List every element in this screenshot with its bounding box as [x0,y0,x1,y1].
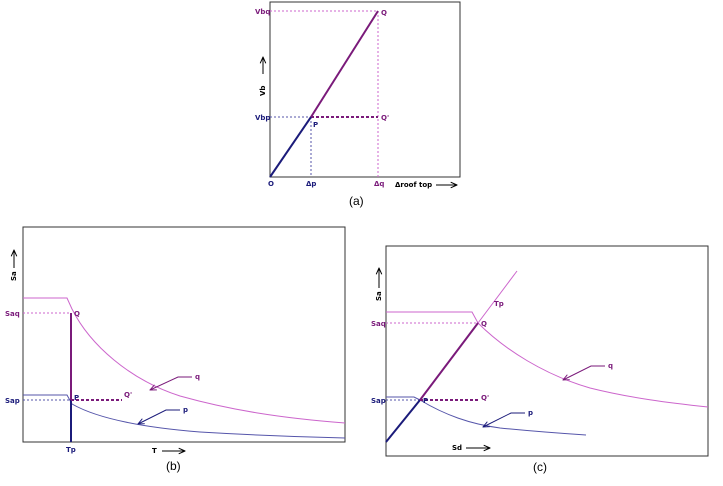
caption-a: (a) [349,194,364,208]
y-axis-label: Vb [259,86,267,96]
tick-dq: Δq [374,180,384,188]
point-q-label: Q [481,320,487,328]
curve-p-label: p [528,409,533,417]
tick-tp: Tp [66,446,76,454]
curve-q-label: q [195,373,200,381]
line-tp-label: Tp [494,300,504,308]
callout-p [138,409,180,424]
y-axis-label: Sa [10,271,18,281]
y-axis-label: Sa [375,291,383,301]
line-o-to-p [269,116,312,178]
panel-a: Vbq Vbp Q P Q' O Δp Δq Vb Δroof top (a) [255,1,461,208]
tick-dp: Δp [306,180,316,188]
tick-vbp: Vbp [255,114,270,122]
panel-a-frame [269,1,461,178]
point-q-label: Q [381,9,387,17]
point-p-label: P [74,394,79,402]
tick-sap: Sap [5,397,20,405]
panel-c: Saq Sap Tp Q P Q' q p Sa Sd (c) [371,245,709,474]
callout-q [150,376,192,390]
spectrum-p [386,396,587,436]
point-q-prime-label: Q' [381,114,389,122]
curve-p-label: p [183,406,188,414]
tick-sap: Sap [371,397,386,405]
callout-q [563,365,605,380]
x-axis-label: Sd [452,444,462,452]
line-tp-navy [385,399,421,443]
curve-q-label: q [608,362,613,370]
callout-p [483,412,525,427]
caption-b: (b) [166,459,181,473]
spectrum-q [23,297,346,424]
point-q-prime-label: Q' [124,391,132,399]
x-axis-label: Δroof top [395,181,432,189]
tick-saq: Saq [371,320,386,328]
line-tp-purple [419,322,479,401]
line-tp-extension [477,270,518,324]
line-p-to-q [310,10,379,118]
point-p-label: P [423,397,428,405]
spectrum-q [386,311,709,408]
point-q-label: Q [74,310,80,318]
panel-c-frame [385,245,709,457]
panel-b-frame [22,226,346,443]
tick-saq: Saq [5,310,20,318]
point-q-prime-label: Q' [481,394,489,402]
caption-c: (c) [533,460,547,474]
point-p-label: P [313,121,318,129]
spectrum-p [23,394,346,439]
x-axis-label: T [152,447,157,455]
origin-label: O [268,180,274,188]
panel-b: Saq Sap Q P Q' Tp q p Sa T (b) [5,226,346,473]
tick-vbq: Vbq [255,8,270,16]
